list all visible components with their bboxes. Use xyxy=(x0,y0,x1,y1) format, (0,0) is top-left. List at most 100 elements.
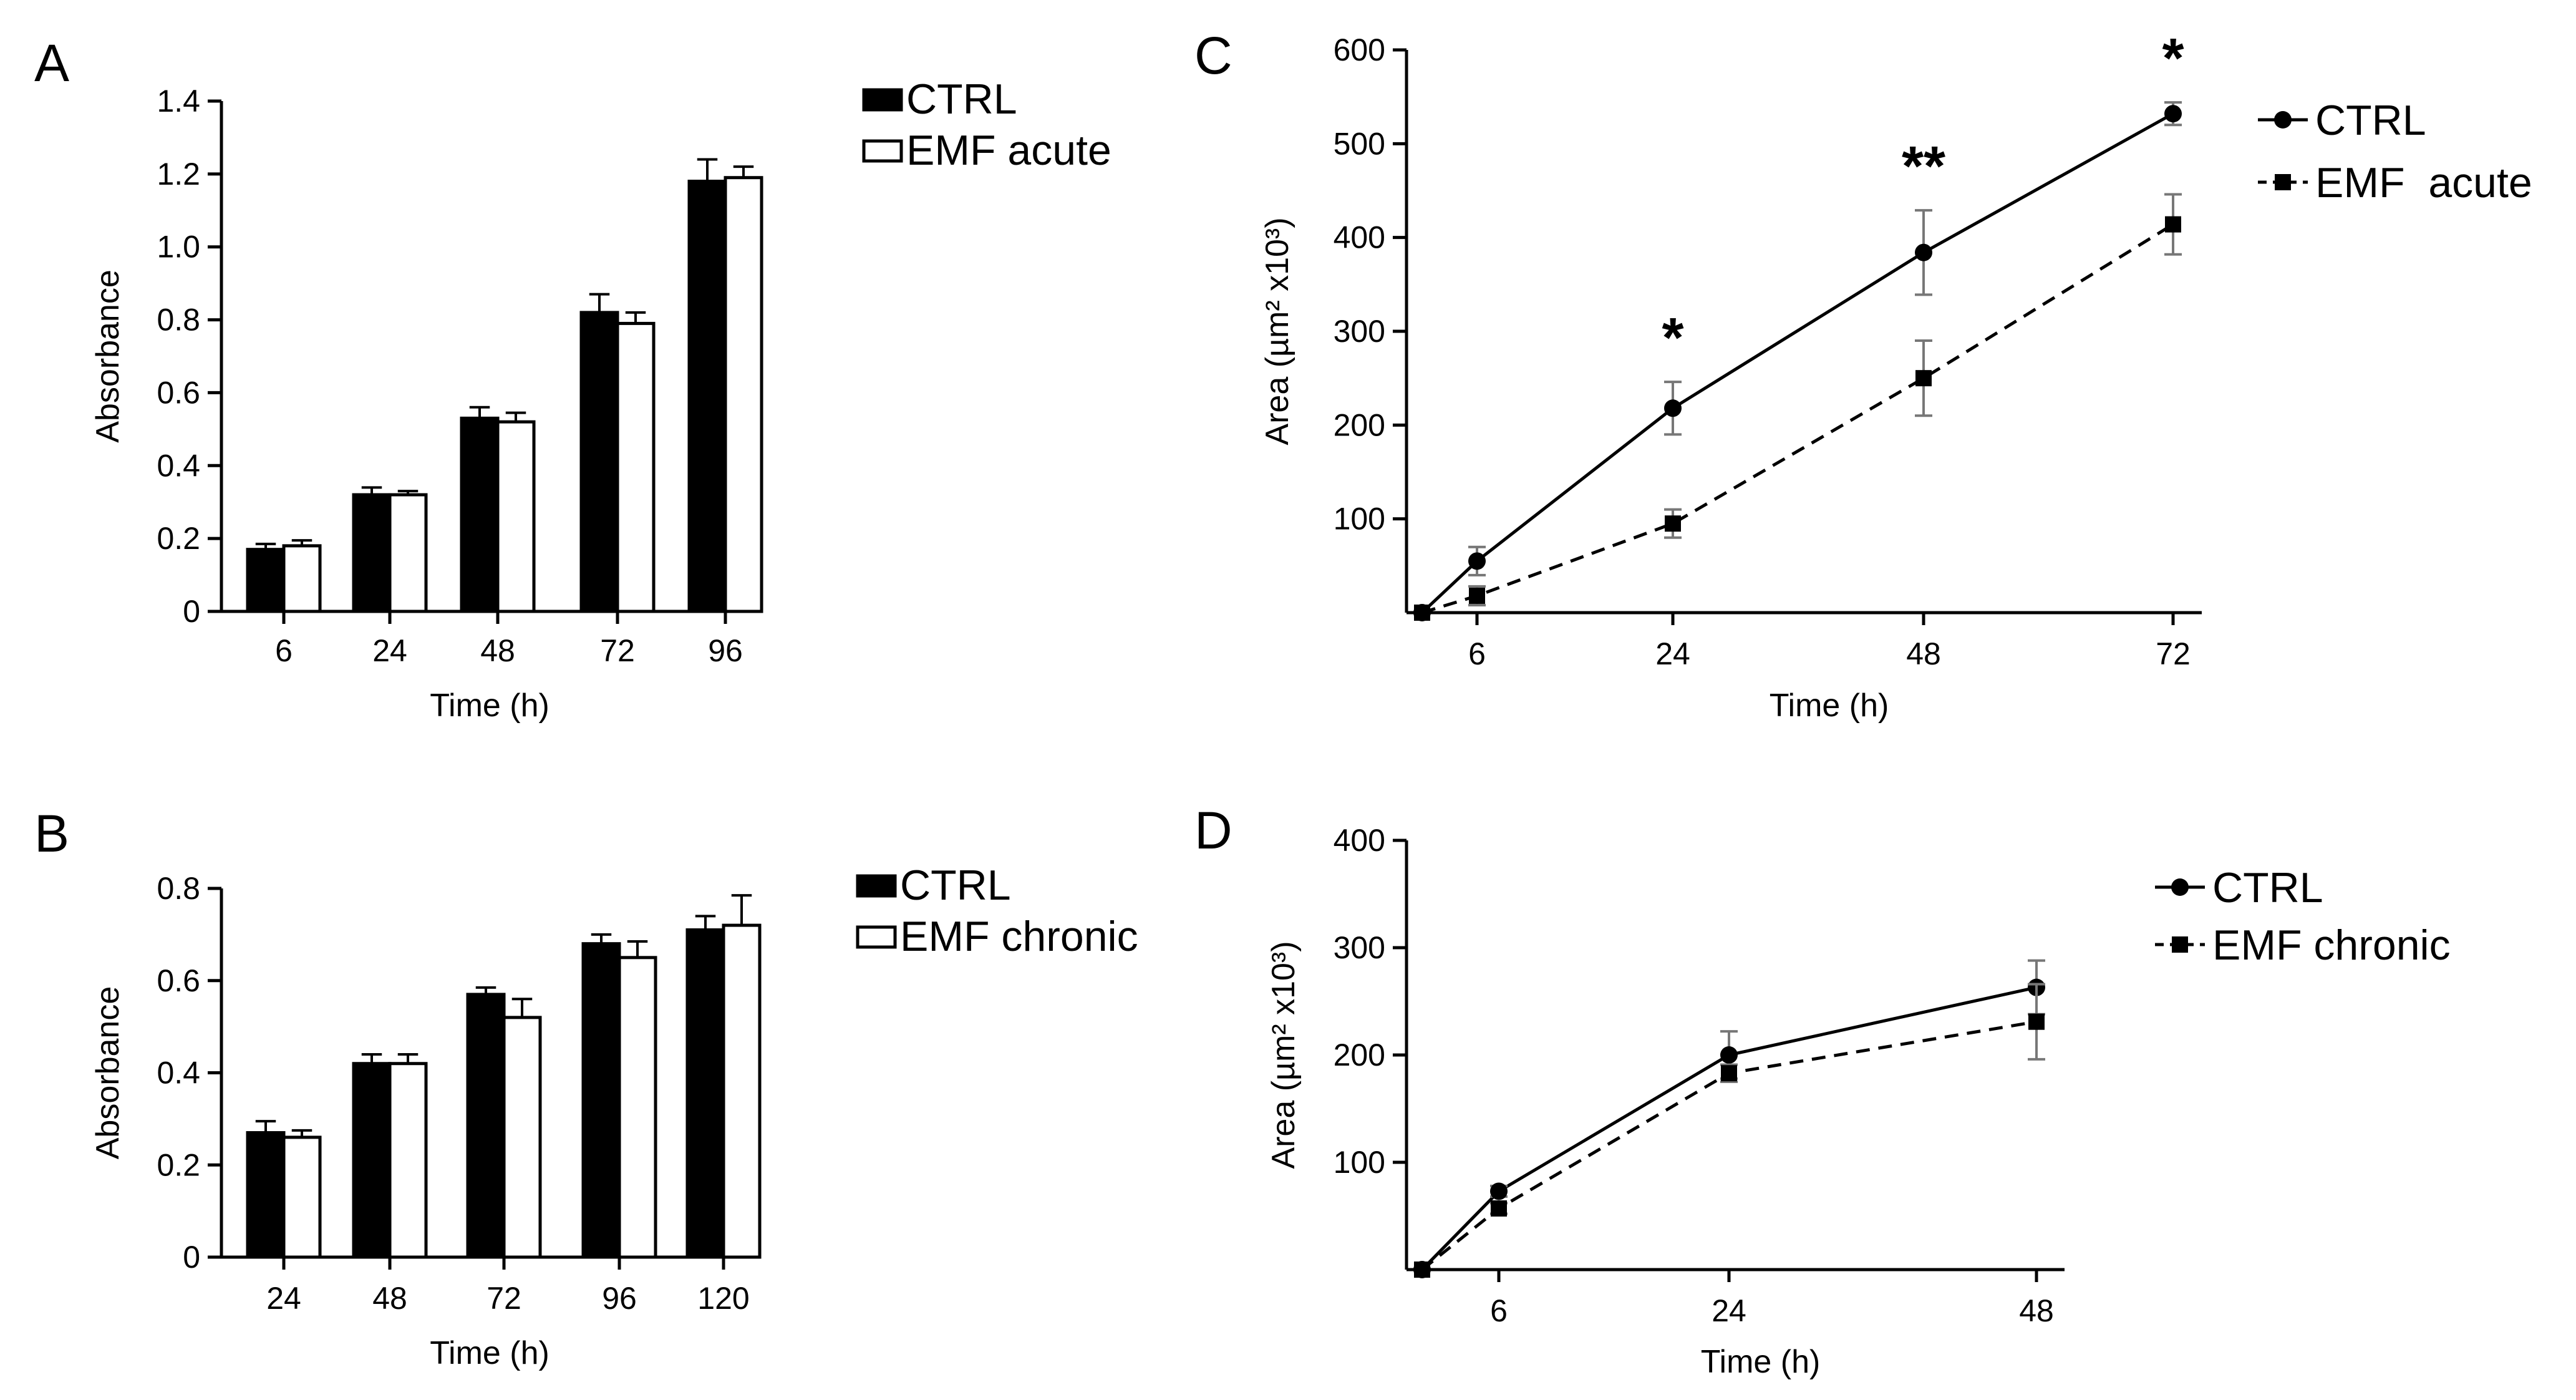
y-tick-label-c: 200 xyxy=(1334,407,1385,442)
legend-label-b-1: EMF chronic xyxy=(900,913,1138,960)
bar-a-ctrl-72 xyxy=(579,311,619,613)
legend-swatch-b-0 xyxy=(856,874,897,898)
bar-a-emf-72 xyxy=(616,321,656,613)
y-tick-label-b: 0.8 xyxy=(157,871,200,906)
x-tick-label-b: 96 xyxy=(602,1281,637,1316)
bar-b-ctrl-24 xyxy=(246,1131,286,1259)
legend-swatch-b-1 xyxy=(856,925,897,949)
y-tick-label-a: 0.8 xyxy=(157,303,200,338)
series-line-c-1 xyxy=(1421,223,2174,615)
series-line-d-0 xyxy=(1421,986,2037,1271)
legend-swatch-a-1 xyxy=(862,139,903,163)
panel-letter-a: A xyxy=(34,34,69,92)
bar-b-ctrl-72 xyxy=(466,993,506,1259)
y-axis-title-b: Absorbance xyxy=(90,986,126,1160)
bar-b-ctrl-120 xyxy=(685,928,725,1259)
marker-c-1-0 xyxy=(1414,605,1430,621)
x-tick-label-d: 24 xyxy=(1712,1293,1746,1328)
panel-letter-b: B xyxy=(34,804,69,863)
y-tick-label-c: 100 xyxy=(1334,502,1385,537)
x-tick-label-c: 72 xyxy=(2156,636,2191,671)
x-tick-label-c: 48 xyxy=(1906,636,1941,671)
bar-b-ctrl-96 xyxy=(581,942,621,1259)
bar-b-emf-72 xyxy=(502,1016,542,1259)
y-tick-label-a: 1.2 xyxy=(157,157,200,192)
y-tick-label-b: 0 xyxy=(183,1240,200,1275)
legend-marker-c-0 xyxy=(2274,111,2292,129)
marker-c-1-72 xyxy=(2165,216,2181,233)
bar-b-ctrl-48 xyxy=(352,1062,392,1259)
y-tick-label-d: 400 xyxy=(1334,823,1385,858)
legend-label-d-0: CTRL xyxy=(2212,864,2323,911)
y-tick-label-b: 0.4 xyxy=(157,1056,200,1091)
x-tick-label-d: 6 xyxy=(1490,1293,1508,1328)
panel-letter-c: C xyxy=(1194,26,1232,85)
y-axis-title-d: Area (µm² x10³) xyxy=(1266,941,1302,1169)
bar-b-emf-48 xyxy=(388,1062,428,1259)
legend-swatch-a-0 xyxy=(862,88,903,112)
y-tick-label-a: 0.4 xyxy=(157,448,200,483)
legend-marker-c-1 xyxy=(2275,174,2291,190)
y-tick-label-d: 200 xyxy=(1334,1038,1385,1072)
significance-mark-c: * xyxy=(2162,27,2184,90)
bar-a-ctrl-24 xyxy=(352,493,392,613)
marker-d-1-0 xyxy=(1414,1261,1430,1278)
bar-a-ctrl-96 xyxy=(687,180,727,613)
marker-c-0-24 xyxy=(1664,399,1682,417)
y-tick-label-d: 300 xyxy=(1334,930,1385,965)
x-tick-label-a: 24 xyxy=(372,633,407,668)
y-tick-label-c: 300 xyxy=(1334,314,1385,349)
marker-d-0-24 xyxy=(1720,1046,1738,1064)
x-tick-label-a: 96 xyxy=(708,633,743,668)
x-tick-label-c: 6 xyxy=(1468,636,1486,671)
marker-d-1-24 xyxy=(1721,1065,1737,1082)
y-tick-label-d: 100 xyxy=(1334,1145,1385,1180)
bar-a-emf-6 xyxy=(282,544,322,613)
bar-a-ctrl-48 xyxy=(460,416,500,613)
series-line-d-1 xyxy=(1421,1020,2037,1271)
x-tick-label-a: 48 xyxy=(480,633,515,668)
y-tick-label-c: 400 xyxy=(1334,220,1385,255)
legend-marker-d-0 xyxy=(2171,878,2189,896)
y-tick-label-a: 1.4 xyxy=(157,84,200,119)
marker-c-1-48 xyxy=(1915,370,1932,387)
legend-marker-d-1 xyxy=(2172,936,2188,953)
x-tick-label-b: 48 xyxy=(372,1281,407,1316)
y-tick-label-a: 0 xyxy=(183,594,200,629)
bar-a-emf-48 xyxy=(496,420,536,613)
x-tick-label-d: 48 xyxy=(2019,1293,2054,1328)
y-tick-label-b: 0.6 xyxy=(157,963,200,998)
y-tick-label-a: 0.2 xyxy=(157,521,200,556)
x-tick-label-b: 24 xyxy=(266,1281,301,1316)
x-tick-label-a: 6 xyxy=(275,633,293,668)
legend-label-a-1: EMF acute xyxy=(906,127,1111,174)
series-line-c-0 xyxy=(1421,112,2174,614)
x-tick-label-b: 120 xyxy=(697,1281,749,1316)
x-tick-label-b: 72 xyxy=(487,1281,521,1316)
legend-label-c-1: EMF acute xyxy=(2315,159,2532,207)
bar-b-emf-96 xyxy=(617,956,657,1259)
bar-a-ctrl-6 xyxy=(246,548,286,613)
marker-c-0-48 xyxy=(1915,243,1932,261)
marker-d-1-6 xyxy=(1491,1200,1507,1217)
y-tick-label-c: 600 xyxy=(1334,32,1385,67)
legend-label-a-0: CTRL xyxy=(906,75,1017,123)
bar-b-emf-120 xyxy=(722,923,762,1259)
legend-label-d-1: EMF chronic xyxy=(2212,921,2451,969)
legend-label-b-0: CTRL xyxy=(900,862,1011,909)
significance-mark-c: ** xyxy=(1902,135,1945,198)
y-tick-label-c: 500 xyxy=(1334,126,1385,161)
marker-d-1-48 xyxy=(2028,1013,2045,1030)
x-axis-title-b: Time (h) xyxy=(430,1335,550,1371)
bar-b-emf-24 xyxy=(282,1135,322,1259)
y-tick-label-a: 0.6 xyxy=(157,375,200,410)
marker-c-1-6 xyxy=(1469,587,1485,604)
marker-d-0-6 xyxy=(1490,1182,1508,1200)
x-tick-label-c: 24 xyxy=(1655,636,1690,671)
x-tick-label-a: 72 xyxy=(600,633,635,668)
significance-mark-c: * xyxy=(1662,307,1683,369)
marker-c-1-24 xyxy=(1665,515,1681,532)
legend-label-c-0: CTRL xyxy=(2315,97,2426,144)
panel-letter-d: D xyxy=(1194,801,1232,860)
